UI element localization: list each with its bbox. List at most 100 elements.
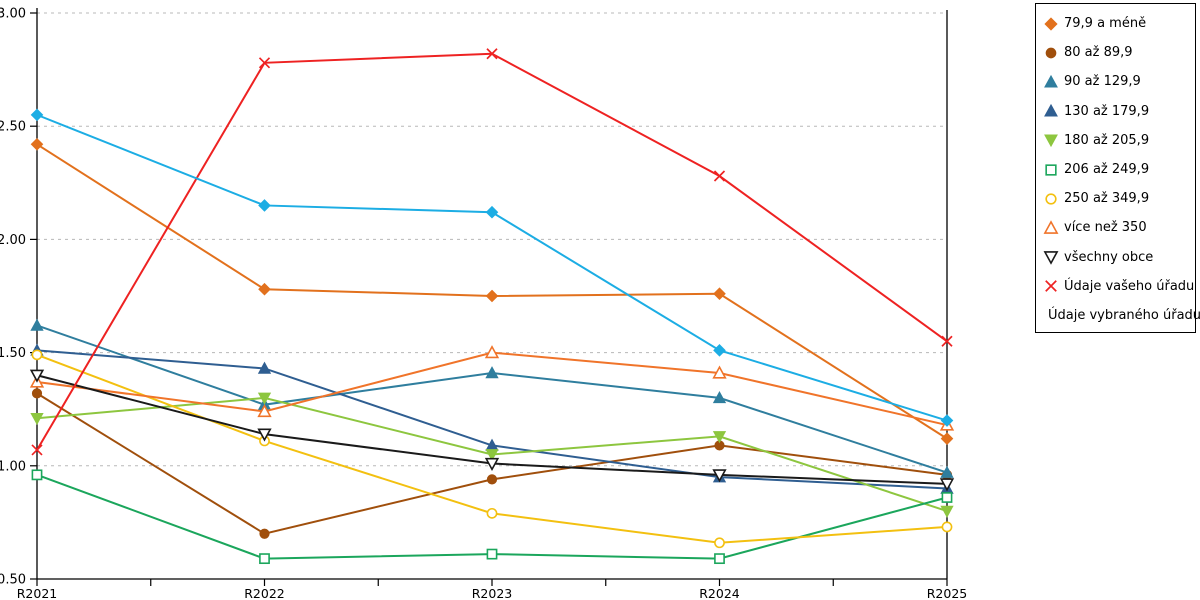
legend-item: 180 až 205,9 xyxy=(1043,126,1195,155)
legend-item-label: 180 až 205,9 xyxy=(1064,132,1150,148)
x-axis-tick-label: R2021 xyxy=(17,586,58,600)
x-marker-icon xyxy=(713,170,726,182)
diamond-marker-icon xyxy=(258,282,271,296)
y-axis-tick-label: 1.50 xyxy=(0,346,26,361)
triangle-down-marker-icon xyxy=(1043,251,1059,265)
triangle-down-marker-icon xyxy=(484,457,500,472)
triangle-up-marker-icon xyxy=(940,465,954,478)
circle-marker-icon xyxy=(259,528,270,539)
triangle-up-marker-icon xyxy=(712,365,727,379)
diamond-marker-icon xyxy=(1044,17,1058,31)
square-legend-marker-icon xyxy=(1045,163,1057,176)
triangle-down-legend-marker-icon xyxy=(1043,251,1059,265)
y-axis-tick-label: 2.00 xyxy=(0,233,26,248)
triangle-down-legend-marker-icon xyxy=(1044,134,1058,148)
circle-marker-icon xyxy=(31,388,43,399)
triangle-up-marker-icon xyxy=(712,391,727,404)
x-marker-icon xyxy=(486,48,498,60)
square-marker-icon xyxy=(714,553,725,565)
x-legend-marker-icon xyxy=(1045,280,1057,293)
x-marker-icon xyxy=(31,444,43,456)
legend-item-label: 90 až 129,9 xyxy=(1064,74,1141,90)
legend-item-label: více než 350 xyxy=(1064,220,1147,236)
triangle-down-marker-icon xyxy=(712,431,727,444)
x-marker-icon xyxy=(258,57,271,69)
legend-item: všechny obce xyxy=(1043,243,1195,272)
legend-item-label: Údaje vašeho úřadu xyxy=(1064,278,1195,294)
triangle-up-legend-marker-icon xyxy=(1044,104,1058,117)
y-axis-tick-label: 3.00 xyxy=(0,7,26,22)
x-axis-tick-label: R2022 xyxy=(244,586,285,600)
legend-item: 206 až 249,9 xyxy=(1043,155,1195,184)
legend-item-label: 80 až 89,9 xyxy=(1064,45,1133,61)
circle-marker-icon xyxy=(941,521,953,533)
legend-item-label: Údaje vybraného úřadu xyxy=(1048,307,1200,323)
x-marker-icon xyxy=(1045,280,1057,293)
triangle-down-marker-icon xyxy=(485,449,499,462)
triangle-up-marker-icon xyxy=(1044,104,1058,117)
triangle-up-marker-icon xyxy=(257,403,272,418)
square-marker-icon xyxy=(259,553,270,565)
legend-item: Údaje vybraného úřadu xyxy=(1043,301,1200,330)
series-line xyxy=(36,52,948,451)
diamond-marker-icon xyxy=(258,199,271,212)
y-axis-tick-label: 2.50 xyxy=(0,120,26,135)
circle-legend-marker-icon xyxy=(1045,193,1057,205)
triangle-up-marker-icon xyxy=(1044,74,1058,88)
diamond-marker-icon xyxy=(485,289,499,303)
chart-legend: 79,9 a méně 80 až 89,9 90 až 129,9 130 až 1… xyxy=(1035,3,1200,333)
circle-marker-icon xyxy=(1045,193,1057,205)
diamond-marker-icon xyxy=(940,432,954,445)
x-marker-icon xyxy=(941,335,953,347)
triangle-down-marker-icon xyxy=(940,505,954,518)
triangle-down-marker-icon xyxy=(257,392,272,405)
triangle-down-marker-icon xyxy=(29,369,45,383)
triangle-down-marker-icon xyxy=(1044,134,1058,148)
triangle-up-marker-icon xyxy=(257,361,272,374)
diamond-marker-icon xyxy=(30,138,44,151)
legend-item-label: 130 až 179,9 xyxy=(1064,103,1150,119)
legend-item: 90 až 129,9 xyxy=(1043,67,1195,96)
legend-item-label: všechny obce xyxy=(1064,249,1154,265)
diamond-marker-icon xyxy=(713,344,726,357)
legend-item-label: 79,9 a méně xyxy=(1064,16,1147,32)
legend-item: 130 až 179,9 xyxy=(1043,97,1195,126)
triangle-down-marker-icon xyxy=(257,428,272,442)
x-axis-tick-label: R2023 xyxy=(472,586,513,600)
legend-item: více než 350 xyxy=(1043,213,1195,242)
circle-marker-icon xyxy=(31,349,43,361)
legend-item: 80 až 89,9 xyxy=(1043,38,1195,67)
x-axis-tick-label: R2024 xyxy=(699,586,740,600)
triangle-up-legend-marker-icon xyxy=(1043,220,1059,234)
diamond-marker-icon xyxy=(940,414,954,427)
y-axis-tick-label: 0.50 xyxy=(0,573,26,588)
triangle-up-marker-icon xyxy=(484,345,500,359)
square-marker-icon xyxy=(486,548,498,560)
diamond-marker-icon xyxy=(30,108,44,122)
circle-marker-icon xyxy=(486,507,498,519)
triangle-up-marker-icon xyxy=(30,318,44,331)
circle-marker-icon xyxy=(486,474,498,485)
triangle-up-marker-icon xyxy=(1043,220,1059,234)
legend-item: Údaje vašeho úřadu xyxy=(1043,272,1195,301)
legend-item: 79,9 a méně xyxy=(1043,9,1195,38)
triangle-down-marker-icon xyxy=(939,478,955,492)
legend-item: 250 až 349,9 xyxy=(1043,184,1195,213)
diamond-legend-marker-icon xyxy=(1044,17,1058,31)
diamond-marker-icon xyxy=(485,205,499,219)
triangle-down-marker-icon xyxy=(30,412,44,426)
square-marker-icon xyxy=(1045,163,1057,176)
triangle-up-marker-icon xyxy=(485,366,499,379)
legend-item-label: 250 až 349,9 xyxy=(1064,191,1150,207)
square-marker-icon xyxy=(31,469,43,481)
diamond-marker-icon xyxy=(713,287,726,301)
triangle-up-legend-marker-icon xyxy=(1044,74,1058,88)
series-line xyxy=(36,351,948,427)
square-marker-icon xyxy=(941,492,953,503)
triangle-down-marker-icon xyxy=(712,469,727,483)
legend-item-label: 206 až 249,9 xyxy=(1064,162,1150,178)
circle-marker-icon xyxy=(1045,47,1057,59)
circle-legend-marker-icon xyxy=(1045,47,1057,59)
